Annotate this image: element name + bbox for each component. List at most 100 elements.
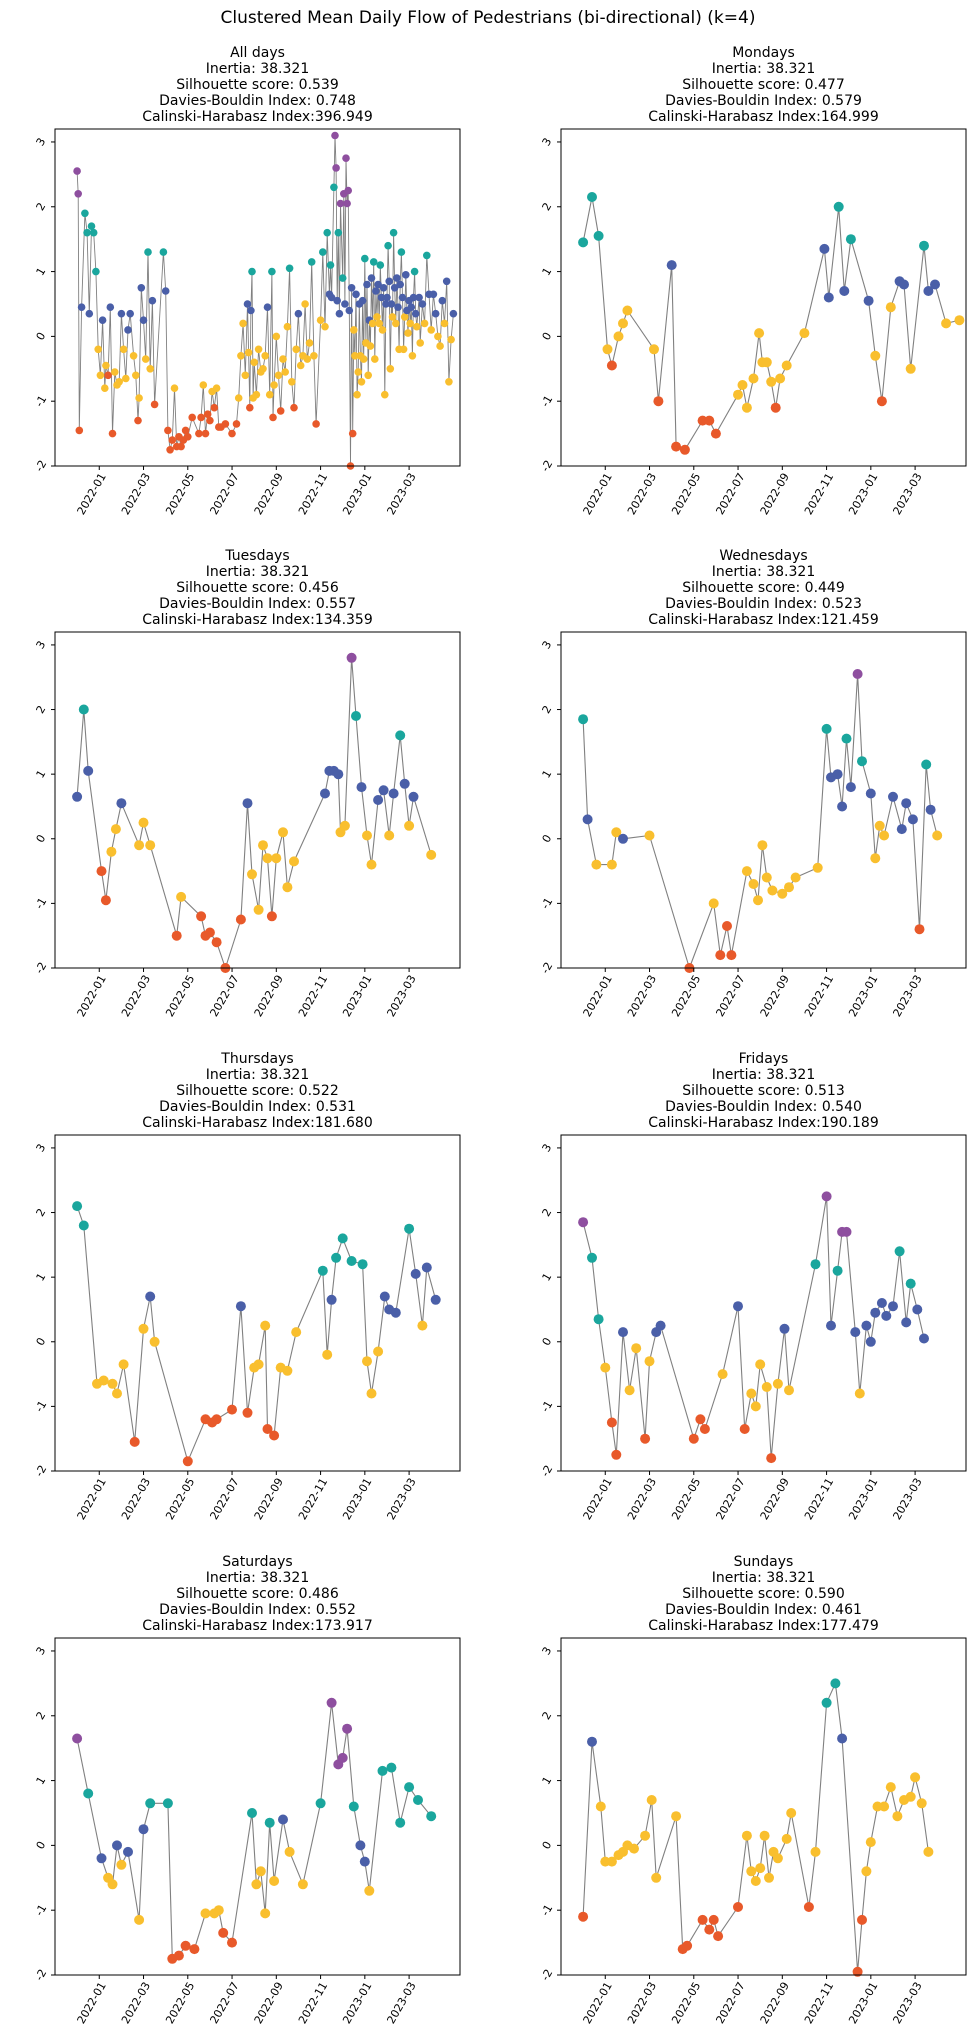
data-point bbox=[342, 1723, 353, 1734]
data-point bbox=[353, 390, 361, 399]
subplot-title-line: Silhouette score: 0.590 bbox=[682, 1586, 845, 1602]
data-point bbox=[857, 1914, 867, 1925]
data-point bbox=[921, 759, 932, 770]
data-point bbox=[182, 1456, 193, 1467]
data-point bbox=[388, 313, 397, 321]
y-tick-label: 1 bbox=[34, 1271, 49, 1284]
data-point bbox=[722, 921, 732, 931]
data-point bbox=[413, 1795, 423, 1805]
data-point bbox=[905, 363, 916, 374]
data-point bbox=[423, 251, 431, 260]
subplot-title-line: Silhouette score: 0.486 bbox=[176, 1586, 339, 1602]
data-point bbox=[781, 360, 792, 371]
data-point bbox=[83, 765, 94, 776]
data-point bbox=[761, 1382, 772, 1392]
data-point bbox=[166, 446, 174, 454]
data-point bbox=[291, 1327, 302, 1338]
data-point bbox=[755, 1863, 766, 1874]
data-point bbox=[138, 817, 149, 828]
data-point bbox=[781, 1833, 792, 1844]
data-point bbox=[115, 378, 123, 386]
data-point bbox=[247, 1808, 257, 1818]
x-tick-label: 2022-07 bbox=[207, 1476, 241, 1522]
subplot-title-line: Davies-Bouldin Index: 0.557 bbox=[159, 596, 356, 612]
y-tick-label: 1 bbox=[34, 1774, 49, 1787]
data-point bbox=[587, 192, 597, 202]
data-point bbox=[337, 1752, 348, 1763]
data-point bbox=[171, 930, 182, 941]
data-point bbox=[123, 1846, 133, 1857]
data-point bbox=[629, 1843, 639, 1854]
data-point bbox=[294, 309, 303, 318]
data-point bbox=[582, 814, 593, 825]
data-point bbox=[232, 420, 241, 428]
data-point bbox=[343, 199, 351, 208]
y-tick-label: -2 bbox=[539, 960, 556, 976]
data-point bbox=[135, 394, 143, 402]
data-point bbox=[274, 371, 283, 380]
data-point bbox=[741, 402, 752, 413]
data-point bbox=[296, 361, 305, 370]
data-point bbox=[357, 1259, 368, 1270]
data-point bbox=[77, 303, 86, 312]
data-point bbox=[218, 1927, 229, 1938]
data-point bbox=[578, 1217, 589, 1228]
data-point bbox=[682, 1940, 693, 1951]
data-point bbox=[611, 1449, 622, 1460]
data-point bbox=[98, 1375, 109, 1386]
data-point bbox=[786, 1808, 797, 1818]
subplot-title-line: Davies-Bouldin Index: 0.552 bbox=[159, 1602, 356, 1618]
figure-suptitle: Clustered Mean Daily Flow of Pedestrians… bbox=[220, 8, 756, 28]
data-point bbox=[177, 442, 185, 451]
data-point bbox=[348, 1801, 359, 1812]
data-point bbox=[826, 1320, 836, 1331]
data-point bbox=[833, 201, 844, 212]
y-tick-label: -1 bbox=[33, 895, 50, 911]
axes-frame bbox=[54, 128, 461, 467]
data-point bbox=[228, 429, 236, 438]
data-point bbox=[254, 345, 263, 354]
data-point bbox=[733, 389, 743, 400]
data-point bbox=[117, 309, 126, 318]
y-tick-label: -2 bbox=[539, 1967, 556, 1983]
y-tick-label: 0 bbox=[540, 1335, 555, 1348]
data-point bbox=[327, 293, 336, 302]
x-tick-label: 2022-11 bbox=[802, 1476, 836, 1522]
data-point bbox=[416, 339, 425, 347]
y-tick-label: 2 bbox=[540, 703, 555, 716]
data-point bbox=[134, 1914, 145, 1925]
x-tick-label: 2023-01 bbox=[340, 471, 374, 517]
data-point bbox=[150, 400, 159, 409]
data-point bbox=[578, 237, 589, 248]
data-point bbox=[832, 1265, 843, 1276]
data-point bbox=[445, 378, 453, 386]
data-point bbox=[201, 429, 210, 438]
data-point bbox=[421, 1262, 432, 1273]
data-point bbox=[899, 279, 909, 290]
subplot-title-line: Calinski-Harabasz Index:181.680 bbox=[142, 1115, 373, 1131]
data-point bbox=[710, 428, 721, 439]
x-tick-label: 2022-05 bbox=[163, 1476, 197, 1522]
data-point bbox=[96, 866, 107, 877]
data-point bbox=[821, 1191, 832, 1202]
data-point bbox=[644, 830, 655, 841]
data-point bbox=[618, 318, 628, 329]
data-point bbox=[180, 1940, 191, 1951]
data-point bbox=[397, 248, 406, 256]
data-point bbox=[653, 396, 664, 407]
data-point bbox=[368, 319, 377, 328]
data-point bbox=[839, 286, 850, 296]
data-point bbox=[104, 371, 112, 380]
x-tick-label: 2022-11 bbox=[296, 471, 330, 517]
data-point bbox=[779, 1323, 790, 1334]
y-tick-label: -1 bbox=[33, 1902, 50, 1918]
data-point bbox=[354, 368, 363, 376]
data-point bbox=[655, 1320, 666, 1331]
data-point bbox=[346, 652, 357, 663]
data-point bbox=[338, 274, 347, 282]
data-point bbox=[907, 814, 918, 825]
series-line bbox=[582, 1682, 929, 1973]
x-tick-label: 2022-11 bbox=[296, 1476, 330, 1522]
data-point bbox=[284, 1846, 295, 1857]
